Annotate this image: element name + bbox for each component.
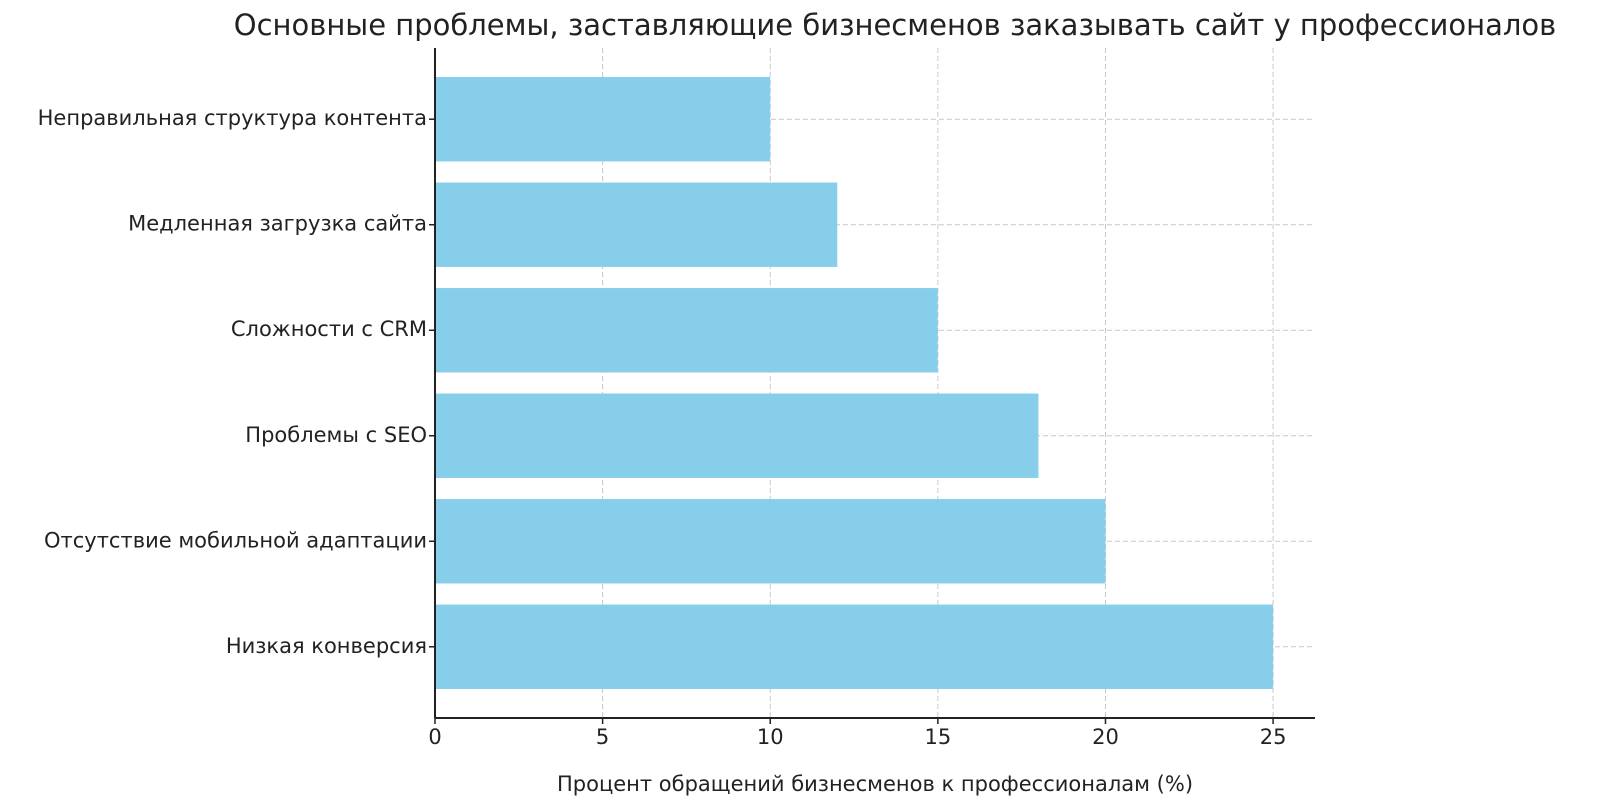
x-tick-label: 25 [1260, 725, 1287, 749]
y-tick-label: Проблемы с SEO [245, 423, 427, 447]
x-tick-label: 0 [428, 725, 441, 749]
x-tick-label: 15 [924, 725, 951, 749]
y-tick-label: Низкая конверсия [226, 634, 427, 658]
chart-title: Основные проблемы, заставляющие бизнесме… [234, 8, 1556, 42]
x-tick-label: 5 [596, 725, 609, 749]
y-tick-label: Отсутствие мобильной адаптации [44, 528, 427, 552]
y-tick-label: Медленная загрузка сайта [128, 212, 427, 236]
bar [435, 393, 1039, 478]
x-tick-label: 20 [1092, 725, 1119, 749]
bar [435, 604, 1274, 689]
x-axis-label: Процент обращений бизнесменов к професси… [557, 772, 1193, 796]
x-tick-label: 10 [757, 725, 784, 749]
bar [435, 77, 771, 162]
bar [435, 182, 838, 267]
bar [435, 288, 938, 373]
y-tick-label: Сложности с CRM [231, 317, 427, 341]
bar [435, 499, 1106, 584]
y-tick-label: Неправильная структура контента [38, 106, 427, 130]
